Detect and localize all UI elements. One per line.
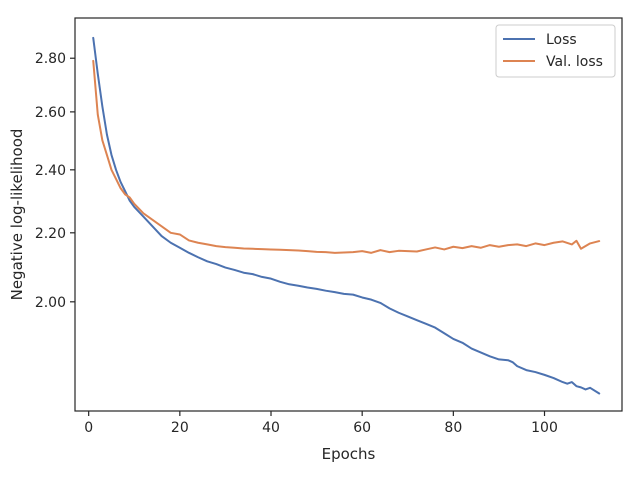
y-tick-label: 2.00 (35, 295, 66, 311)
x-tick-label: 80 (444, 420, 462, 436)
x-tick-label: 0 (84, 420, 93, 436)
y-ticks: 2.00 2.20 2.40 2.60 2.80 (35, 51, 75, 311)
legend-label-val-loss: Val. loss (546, 54, 603, 70)
legend-label-loss: Loss (546, 32, 577, 48)
series-layer (92, 36, 601, 395)
x-tick-label: 100 (531, 420, 558, 436)
y-tick-label: 2.60 (35, 105, 66, 121)
x-tick-label: 60 (353, 420, 371, 436)
x-axis-label: Epochs (322, 445, 376, 463)
plot-frame (74, 17, 623, 412)
x-tick-label: 20 (171, 420, 189, 436)
y-axis-label: Negative log-likelihood (8, 129, 26, 301)
y-tick-label: 2.40 (35, 163, 66, 179)
legend: Loss Val. loss (495, 24, 616, 78)
x-ticks: 0 20 40 60 80 100 (84, 411, 558, 436)
y-tick-label: 2.20 (35, 226, 66, 242)
series-line-loss (92, 36, 601, 395)
x-tick-label: 40 (262, 420, 280, 436)
y-tick-label: 2.80 (35, 51, 66, 67)
series-line-val-loss (92, 59, 601, 254)
